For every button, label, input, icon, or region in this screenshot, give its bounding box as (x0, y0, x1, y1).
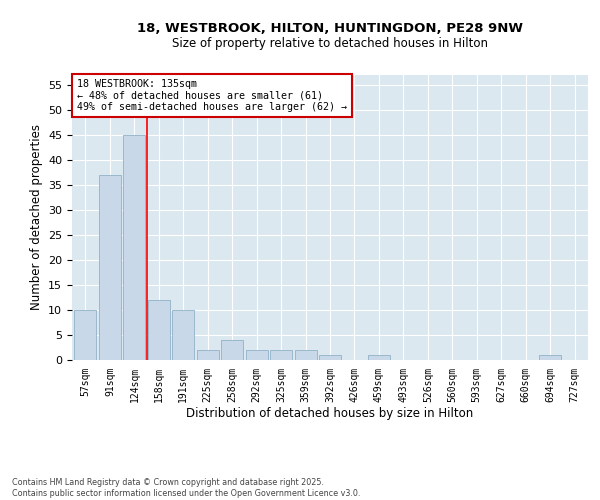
Text: 18, WESTBROOK, HILTON, HUNTINGDON, PE28 9NW: 18, WESTBROOK, HILTON, HUNTINGDON, PE28 … (137, 22, 523, 36)
Bar (124, 135, 145, 360)
Text: 18 WESTBROOK: 135sqm
← 48% of detached houses are smaller (61)
49% of semi-detac: 18 WESTBROOK: 135sqm ← 48% of detached h… (77, 80, 347, 112)
Bar (319, 355, 341, 360)
Bar (368, 355, 390, 360)
Bar (148, 300, 170, 360)
Text: Size of property relative to detached houses in Hilton: Size of property relative to detached ho… (172, 38, 488, 51)
Bar (99, 175, 121, 360)
Bar (221, 340, 243, 360)
Bar (270, 350, 292, 360)
X-axis label: Distribution of detached houses by size in Hilton: Distribution of detached houses by size … (187, 407, 473, 420)
Bar (295, 350, 317, 360)
Bar (74, 310, 97, 360)
Bar (197, 350, 219, 360)
Bar (539, 355, 561, 360)
Text: Contains HM Land Registry data © Crown copyright and database right 2025.
Contai: Contains HM Land Registry data © Crown c… (12, 478, 361, 498)
Bar (172, 310, 194, 360)
Bar (245, 350, 268, 360)
Y-axis label: Number of detached properties: Number of detached properties (29, 124, 43, 310)
